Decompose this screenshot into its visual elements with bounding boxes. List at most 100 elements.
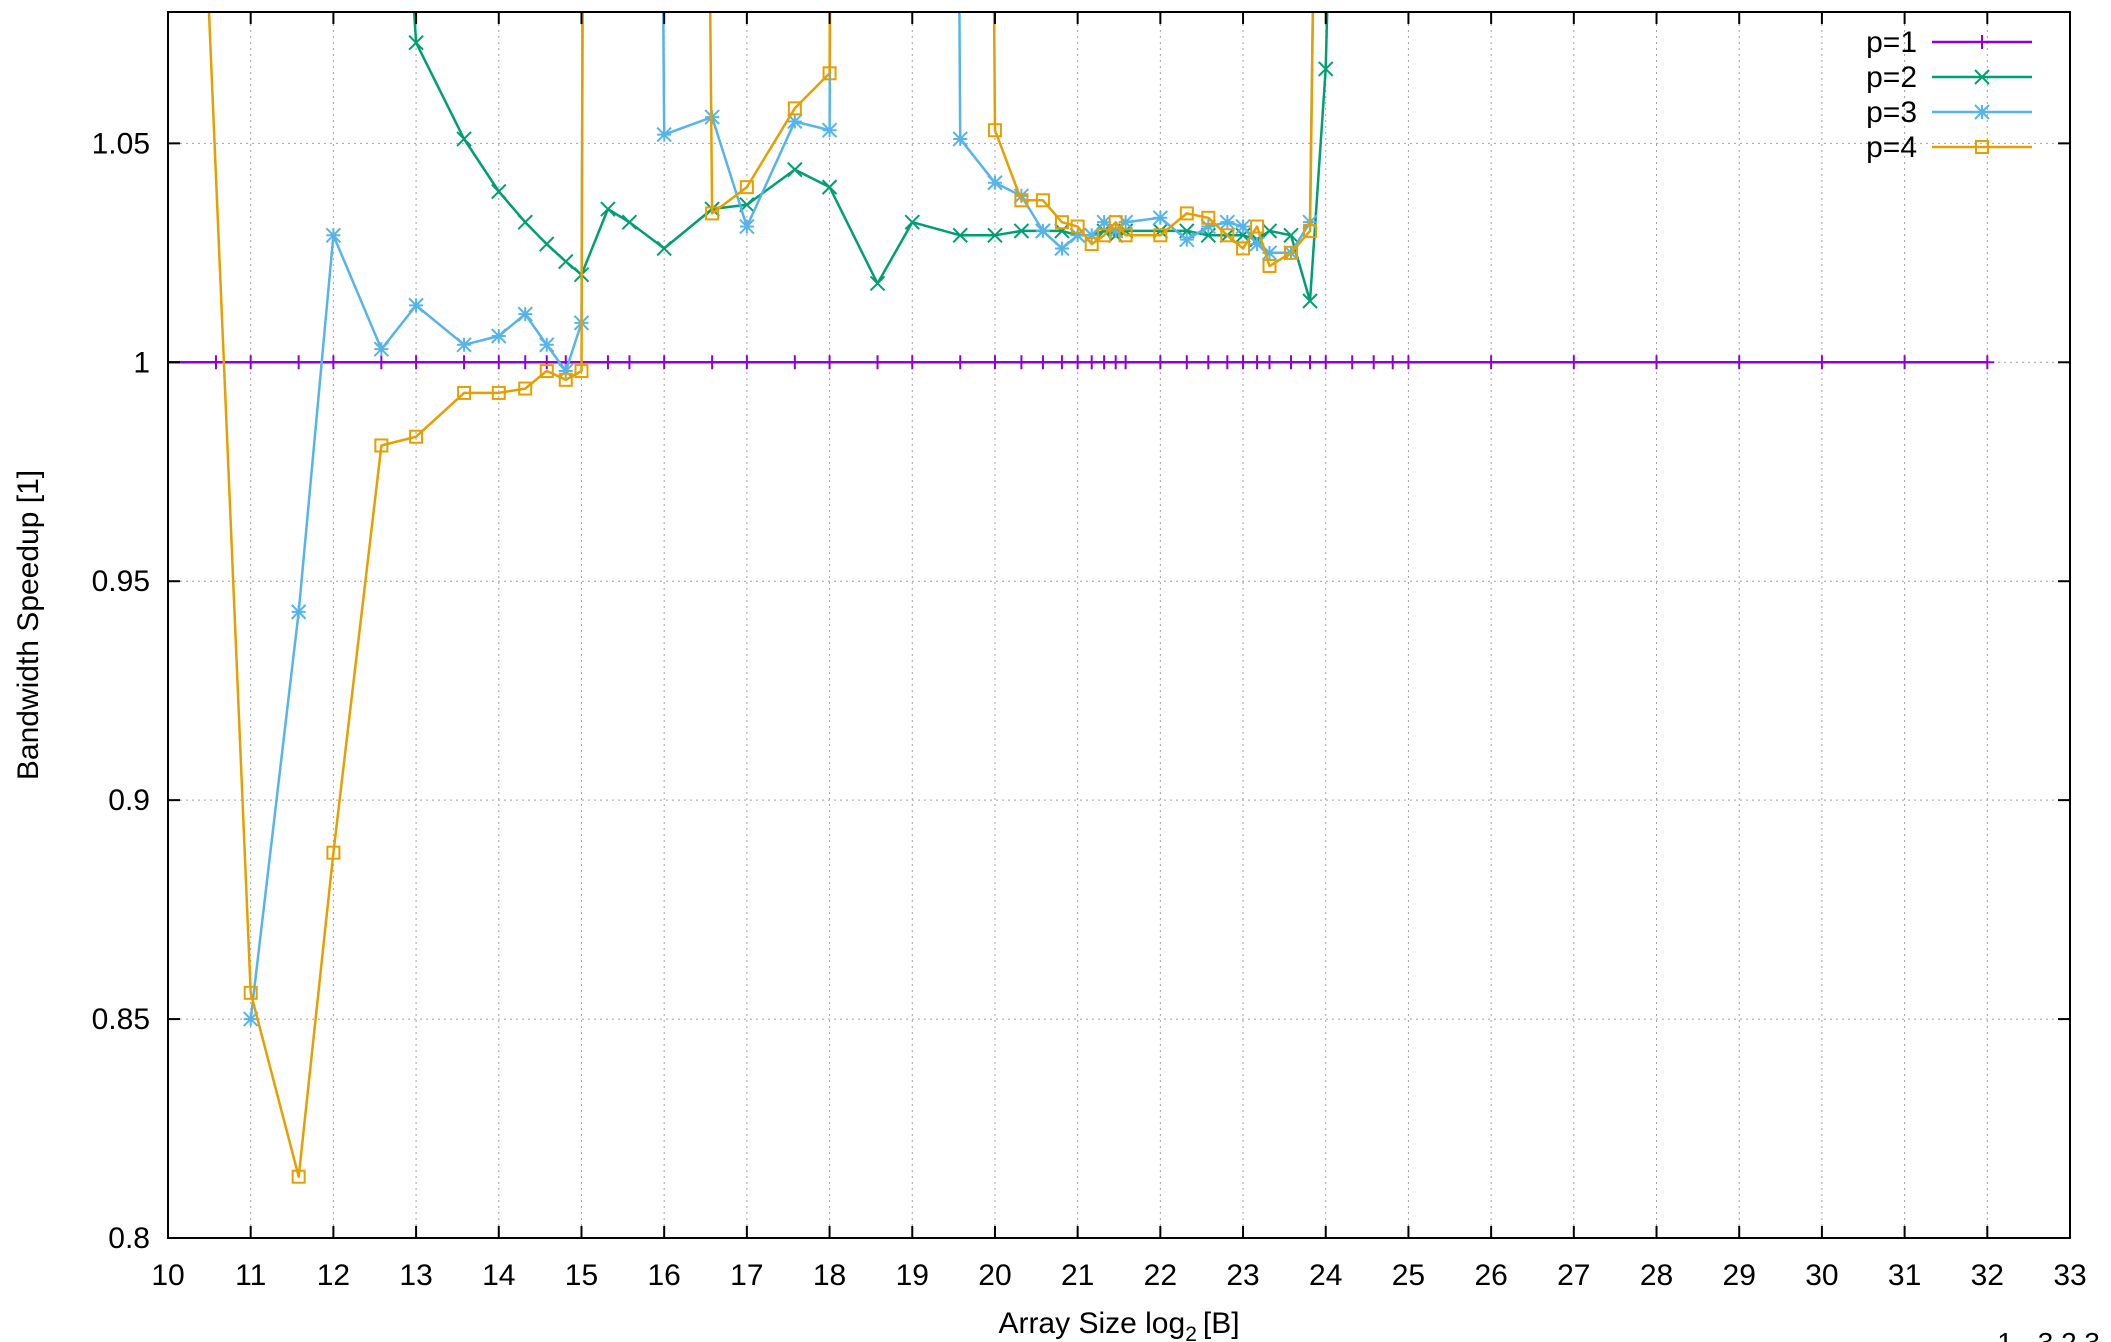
data-point — [1220, 355, 1235, 370]
data-point — [739, 218, 755, 235]
data-point — [374, 438, 389, 453]
data-point — [1152, 210, 1169, 226]
tick-marks — [167, 12, 2071, 1239]
data-point — [1014, 193, 1029, 208]
data-point — [1118, 355, 1133, 370]
data-point — [408, 297, 424, 314]
x-tick-label: 15 — [565, 1259, 598, 1292]
data-point — [1070, 355, 1085, 370]
data-point — [787, 161, 803, 178]
data-point — [539, 364, 554, 379]
data-point — [600, 355, 615, 370]
data-point — [291, 355, 306, 370]
data-point — [1096, 214, 1112, 230]
x-tick-label: 20 — [978, 1259, 1011, 1292]
data-point — [1302, 293, 1318, 309]
data-point — [1250, 355, 1265, 370]
data-point — [1220, 228, 1235, 243]
data-point — [821, 122, 838, 138]
data-point — [1054, 223, 1070, 239]
x-tick-label: 24 — [1309, 1259, 1342, 1292]
x-tick-labels: 10 11 12 13 14 15 16 17 18 19 20 21 22 23 24 25 26 27 28 29… — [151, 1259, 2086, 1292]
data-point — [243, 985, 258, 1000]
data-point — [1318, 355, 1333, 370]
x-tick-label: 10 — [151, 1259, 184, 1292]
data-point — [491, 183, 507, 200]
x-tick-label: 29 — [1723, 1259, 1756, 1292]
data-point — [291, 1169, 306, 1184]
data-point — [1153, 355, 1168, 370]
data-point — [539, 337, 555, 353]
legend-item: p=4 — [1866, 131, 2032, 164]
data-point — [1566, 355, 1581, 370]
data-point — [1303, 355, 1318, 370]
x-tick-label: 22 — [1144, 1259, 1177, 1292]
x-tick-label: 33 — [2053, 1259, 2086, 1292]
data-point — [621, 214, 638, 230]
data-point — [1303, 223, 1318, 238]
legend-label: p=3 — [1866, 96, 1917, 129]
data-point — [822, 355, 837, 370]
data-point — [574, 364, 589, 379]
x-tick-label: 27 — [1557, 1259, 1590, 1292]
data-point — [1153, 228, 1168, 243]
data-point — [869, 275, 886, 292]
data-point — [787, 101, 802, 116]
x-tick-label: 25 — [1392, 1259, 1425, 1292]
legend-marker — [1975, 140, 1989, 154]
data-point — [904, 214, 920, 230]
data-point — [656, 126, 672, 143]
data-point — [325, 227, 342, 244]
y-tick-label: 0.9 — [108, 784, 150, 817]
data-point — [1219, 214, 1236, 230]
data-point — [1200, 218, 1217, 235]
data-point — [821, 179, 838, 195]
data-point — [1014, 355, 1029, 370]
data-point — [290, 604, 307, 620]
data-point — [952, 227, 968, 244]
data-point — [208, 355, 223, 370]
y-tick-label: 1 — [133, 346, 150, 379]
data-point — [1084, 355, 1099, 370]
legend-marker — [1975, 35, 1989, 49]
data-point — [870, 355, 885, 370]
data-point — [987, 175, 1003, 191]
data-point — [1732, 355, 1747, 370]
data-point — [518, 355, 533, 370]
legend-item: p=3 — [1866, 96, 2032, 129]
data-point — [656, 240, 672, 257]
data-point — [1054, 215, 1069, 230]
series-p-4 — [207, 12, 1318, 1184]
series-layer — [168, 12, 1995, 1184]
data-point — [1814, 355, 1829, 370]
x-tick-label: 11 — [235, 1259, 266, 1292]
data-point — [1084, 227, 1100, 244]
data-point — [622, 355, 637, 370]
data-point — [952, 131, 968, 147]
legend-label: p=1 — [1866, 26, 1917, 59]
data-point — [1117, 214, 1134, 230]
x-tick-label: 32 — [1971, 1259, 2004, 1292]
data-point — [409, 429, 424, 444]
data-point — [491, 355, 506, 370]
data-point — [1484, 355, 1499, 370]
data-point — [1118, 228, 1133, 243]
x-tick-label: 21 — [1061, 1259, 1094, 1292]
data-point — [558, 372, 573, 387]
x-tick-label: 13 — [399, 1259, 432, 1292]
data-point — [242, 1011, 259, 1027]
x-tick-label: 28 — [1640, 1259, 1673, 1292]
data-point — [1035, 193, 1050, 208]
data-point — [1054, 240, 1070, 257]
data-point — [373, 341, 390, 357]
data-point — [457, 355, 472, 370]
x-tick-label: 17 — [730, 1259, 763, 1292]
data-point — [326, 355, 341, 370]
data-point — [1235, 218, 1251, 235]
data-point — [1054, 355, 1069, 370]
data-point — [1284, 355, 1299, 370]
data-point — [518, 381, 533, 396]
series-line — [249, 12, 1315, 1020]
data-point — [1201, 355, 1216, 370]
